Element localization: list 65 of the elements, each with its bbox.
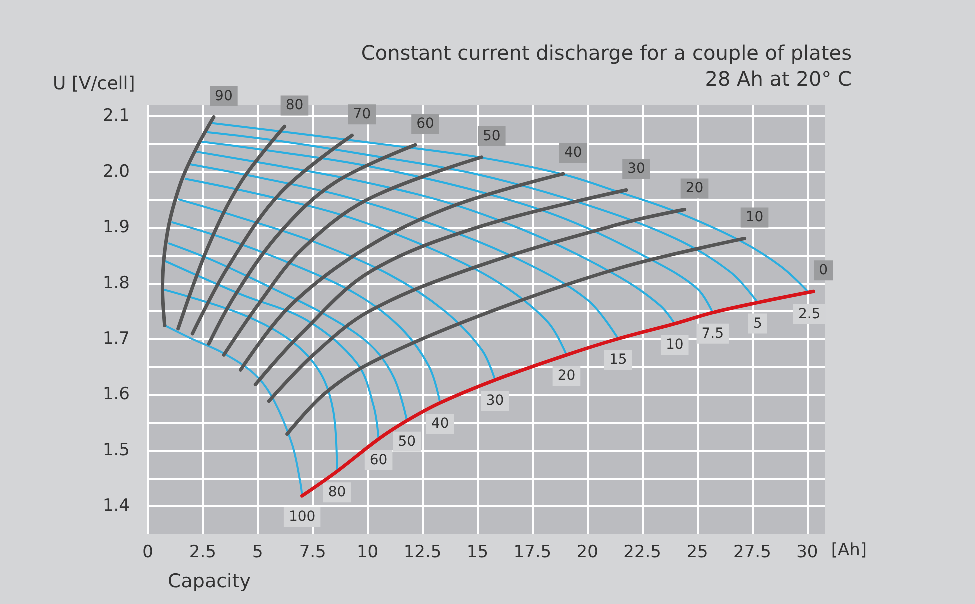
line-series (168, 242, 408, 422)
y-tick-label: 1.7 (102, 329, 130, 349)
series-label: 60 (370, 452, 388, 468)
line-series (164, 324, 304, 498)
x-tick-label: 15 (466, 542, 489, 562)
x-tick-label: 30 (796, 542, 818, 562)
series-label: 80 (328, 484, 346, 501)
series-label: 50 (482, 128, 501, 144)
series-label: 100 (288, 509, 316, 526)
line-series (184, 178, 568, 356)
series-label: 20 (558, 368, 576, 384)
y-axis-title: U [V/cell] (53, 74, 136, 94)
y-tick-label: 2.0 (102, 162, 130, 182)
series-label: 30 (486, 393, 504, 410)
x-tick-label: 0 (142, 542, 154, 562)
line-series (254, 188, 628, 386)
series-label: 60 (416, 116, 434, 132)
series-label: 10 (746, 210, 764, 226)
line-series (267, 208, 687, 404)
chart-title: Constant current discharge for a couple of plates (361, 41, 852, 65)
x-tick-label: 22.5 (624, 542, 662, 562)
x-tick-label: 27.5 (734, 542, 772, 562)
line-series (207, 143, 418, 346)
series-label: 0 (819, 262, 828, 279)
series-label: 70 (353, 106, 372, 123)
series-label: 50 (398, 434, 416, 450)
chart-subtitle: 28 Ah at 20° C (705, 67, 852, 91)
x-tick-label: 25 (686, 542, 708, 562)
y-tick-label: 1.8 (102, 273, 130, 294)
y-tick-label: 1.6 (102, 384, 130, 405)
line-series (176, 124, 286, 331)
series-label: 2.5 (798, 306, 821, 322)
line-series (200, 140, 714, 314)
series-label: 80 (286, 98, 304, 114)
line-series (190, 134, 354, 336)
line-series (286, 236, 747, 436)
x-tick-label: 12.5 (404, 542, 442, 562)
line-series (190, 164, 620, 340)
series-label: 40 (564, 145, 582, 162)
series-label: 90 (215, 88, 233, 104)
x-axis-title: Capacity (168, 570, 252, 592)
line-series (160, 116, 216, 328)
y-tick-label: 2.1 (102, 106, 130, 126)
x-tick-label: 17.5 (514, 542, 552, 562)
series-label: 7.5 (702, 326, 724, 342)
x-tick-label: 5 (252, 542, 264, 562)
series-label: 10 (666, 336, 684, 353)
y-tick-label: 1.5 (102, 440, 130, 460)
y-tick-label: 1.9 (102, 218, 130, 238)
series-label: 20 (686, 180, 704, 197)
y-tick-label: 1.4 (102, 496, 130, 516)
series-label: 30 (628, 161, 646, 178)
series-label: 15 (609, 352, 628, 368)
line-series (165, 260, 380, 440)
series-label: 40 (431, 416, 450, 432)
x-tick-label: 2.5 (189, 542, 216, 562)
text: [Ah] (831, 540, 868, 560)
line-series (222, 156, 484, 357)
line-series (163, 288, 338, 473)
x-tick-label: 7.5 (299, 542, 326, 562)
series-label: 5 (754, 316, 762, 332)
x-tick-label: 20 (576, 542, 598, 562)
line-series (172, 222, 442, 404)
x-tick-label: 10 (356, 542, 379, 562)
line-series (178, 198, 496, 382)
